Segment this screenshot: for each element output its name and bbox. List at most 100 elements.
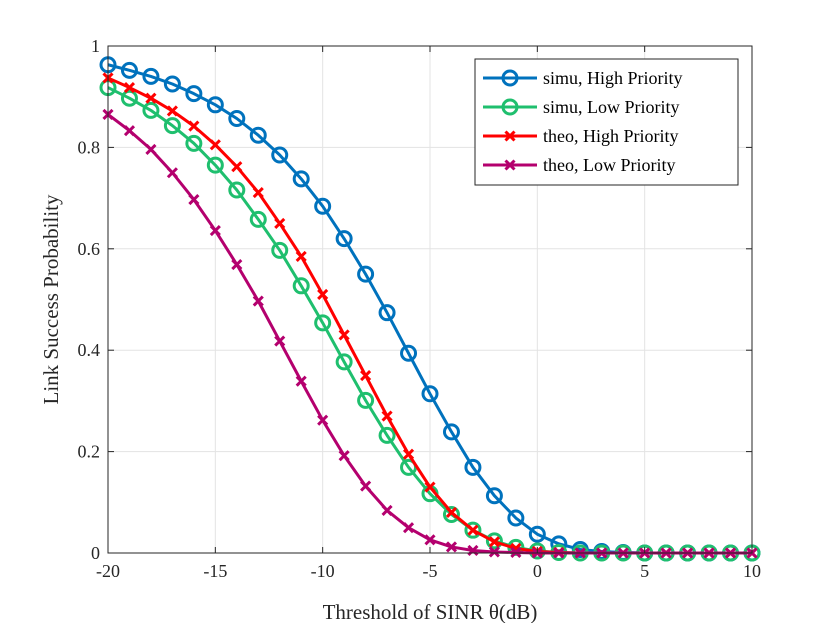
data-point xyxy=(228,181,246,199)
data-point xyxy=(188,194,200,206)
x-tick-label: -5 xyxy=(423,561,438,581)
data-point xyxy=(252,295,264,307)
x-tick-label: 10 xyxy=(743,561,761,581)
data-point xyxy=(528,525,546,543)
data-point xyxy=(206,156,224,174)
data-point xyxy=(464,521,482,539)
data-point xyxy=(357,391,375,409)
data-point xyxy=(252,186,264,199)
data-point xyxy=(488,546,500,558)
y-tick-label: 0.8 xyxy=(78,137,101,157)
data-point xyxy=(424,534,436,546)
data-point xyxy=(274,335,286,347)
legend-swatch-marker xyxy=(504,130,516,142)
data-point xyxy=(120,89,138,107)
data-point xyxy=(123,82,136,94)
legend-label: simu, Low Priority xyxy=(543,97,680,117)
data-point xyxy=(467,524,479,536)
legend-item[interactable]: simu, High Priority xyxy=(483,68,683,88)
data-point xyxy=(338,450,350,462)
data-point xyxy=(123,125,136,137)
data-point xyxy=(335,353,353,371)
legend-swatch-marker xyxy=(501,69,519,87)
data-point xyxy=(163,75,181,93)
data-point xyxy=(142,67,160,85)
data-point xyxy=(335,230,353,248)
data-point xyxy=(360,369,372,382)
y-tick-label: 0 xyxy=(91,543,100,563)
data-point xyxy=(442,505,460,523)
data-point xyxy=(464,458,482,476)
data-point xyxy=(292,277,310,295)
legend-item[interactable]: theo, Low Priority xyxy=(483,155,676,175)
data-point xyxy=(378,304,396,322)
legend-label: theo, Low Priority xyxy=(543,155,676,175)
data-point xyxy=(317,288,329,300)
y-tick-label: 0.6 xyxy=(78,239,101,259)
x-tick-label: -10 xyxy=(311,561,335,581)
data-point xyxy=(274,217,286,230)
data-point xyxy=(120,61,138,79)
data-point xyxy=(485,532,503,550)
legend-label: simu, High Priority xyxy=(543,68,683,88)
data-point xyxy=(381,504,393,516)
data-point xyxy=(271,241,289,259)
data-point xyxy=(442,423,460,441)
data-point xyxy=(421,385,439,403)
y-axis-label: Link Success Probability xyxy=(39,194,63,404)
data-point xyxy=(424,481,436,493)
y-tick-label: 1 xyxy=(91,36,100,56)
data-point xyxy=(402,522,415,534)
data-point xyxy=(231,161,243,173)
legend-item[interactable]: simu, Low Priority xyxy=(483,97,680,117)
y-tick-label: 0.2 xyxy=(78,442,101,462)
data-point xyxy=(400,344,418,362)
data-point xyxy=(249,126,267,144)
data-point xyxy=(163,117,181,135)
data-point xyxy=(295,250,307,262)
data-point xyxy=(145,143,157,155)
legend-item[interactable]: theo, High Priority xyxy=(483,126,679,146)
data-point xyxy=(445,506,458,519)
data-point xyxy=(209,139,221,151)
data-point xyxy=(445,541,458,553)
data-point xyxy=(209,224,221,237)
x-axis-label: Threshold of SINR θ(dB) xyxy=(323,600,538,623)
data-point xyxy=(166,167,178,179)
data-point xyxy=(357,265,375,283)
data-point xyxy=(271,146,289,164)
data-point xyxy=(378,426,396,444)
data-point xyxy=(507,509,525,527)
data-point xyxy=(166,105,178,117)
data-point xyxy=(185,85,203,103)
y-tick-label: 0.4 xyxy=(78,340,101,360)
data-point xyxy=(338,329,350,341)
data-point xyxy=(206,96,224,114)
data-point xyxy=(145,92,157,104)
data-point xyxy=(231,258,243,271)
legend[interactable]: simu, High Priority simu, Low Priority the… xyxy=(474,58,739,186)
data-point xyxy=(188,120,200,132)
legend-swatch-marker xyxy=(501,98,519,116)
legend-label: theo, High Priority xyxy=(543,126,679,146)
data-point xyxy=(317,414,329,426)
data-point xyxy=(381,410,393,422)
ticks: -20 -15 -10 -5 0 5 10 0 0.2 0.4 0.6 0.8 1 xyxy=(78,36,762,581)
data-point xyxy=(228,110,246,128)
data-point xyxy=(142,101,160,119)
x-tick-label: 0 xyxy=(533,561,542,581)
data-point xyxy=(314,314,332,332)
data-point xyxy=(402,448,415,460)
data-point xyxy=(314,197,332,215)
data-point xyxy=(485,487,503,505)
x-tick-label: -15 xyxy=(203,561,227,581)
data-point xyxy=(292,170,310,188)
data-point xyxy=(249,210,267,228)
data-point xyxy=(295,375,307,387)
data-point xyxy=(488,536,500,548)
data-point xyxy=(185,134,203,152)
legend-swatch-marker xyxy=(504,159,516,171)
data-point xyxy=(360,480,372,492)
x-tick-label: -20 xyxy=(96,561,120,581)
